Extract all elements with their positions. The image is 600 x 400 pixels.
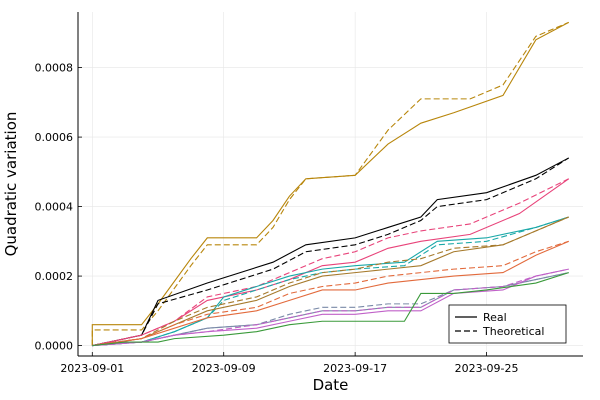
series-real-line	[92, 272, 569, 347]
series-real-line	[92, 157, 569, 347]
series-real-line	[92, 268, 569, 347]
y-tick-label: 0.0000	[35, 340, 74, 353]
series-real-line	[91, 21, 569, 346]
series-theoretical-line	[92, 157, 570, 347]
x-tick-label: 2023-09-17	[323, 362, 387, 375]
y-tick-label: 0.0004	[35, 201, 74, 214]
series-theoretical-line	[91, 21, 569, 346]
y-tick-label: 0.0002	[35, 270, 74, 283]
ticks: 0.0000 0.0002 0.0004 0.0006 0.0008 2023-09-01…	[35, 62, 519, 375]
series-theoretical-line	[92, 240, 569, 347]
axes	[77, 12, 583, 357]
legend-box	[448, 304, 567, 344]
y-axis-label: Quadratic variation	[2, 112, 20, 257]
y-tick-label: 0.0008	[35, 62, 74, 75]
x-tick-label: 2023-09-01	[60, 362, 124, 375]
x-axis-label: Date	[313, 376, 349, 394]
series-real-line	[92, 216, 569, 347]
series-theoretical-line	[92, 216, 569, 347]
x-tick-label: 2023-09-25	[455, 362, 519, 375]
legend: Real Theoretical	[448, 304, 567, 344]
series-real-line	[92, 240, 569, 347]
legend-label-theoretical: Theoretical	[482, 325, 544, 338]
series-lines	[91, 21, 570, 347]
grid	[78, 12, 583, 356]
y-tick-label: 0.0006	[35, 131, 74, 144]
legend-label-real: Real	[483, 311, 507, 324]
series-real-line	[92, 216, 569, 347]
series-theoretical-line	[92, 216, 569, 347]
series-theoretical-line	[92, 268, 569, 347]
x-tick-label: 2023-09-09	[192, 362, 256, 375]
